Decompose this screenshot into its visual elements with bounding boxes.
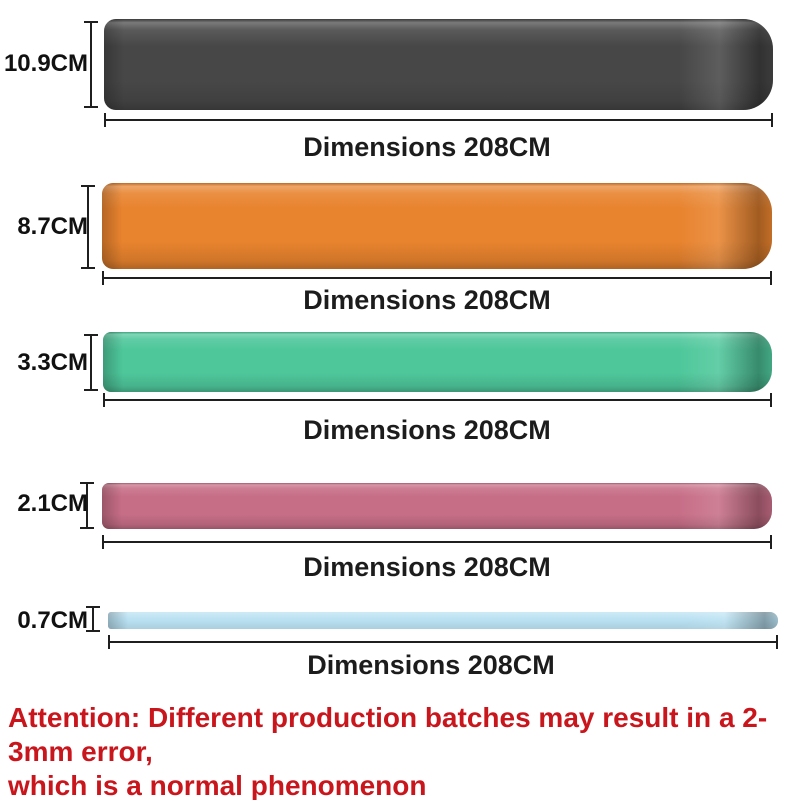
band-length-label: Dimensions 208CM xyxy=(303,132,551,162)
measure-tick xyxy=(770,393,772,407)
measure-tick xyxy=(84,106,98,108)
measure-tick xyxy=(770,271,772,285)
measure-tick xyxy=(102,535,104,549)
height-measure-line xyxy=(86,606,100,632)
resistance-band-green xyxy=(103,332,772,392)
length-measure-line xyxy=(108,635,778,649)
measure-line xyxy=(92,606,94,632)
resistance-band-orange xyxy=(102,183,772,269)
measure-tick xyxy=(80,527,94,529)
band-height-label: 8.7CM xyxy=(17,213,88,240)
measure-tick xyxy=(770,535,772,549)
height-measure-line xyxy=(80,482,94,529)
band-height-label: 0.7CM xyxy=(17,607,88,634)
measure-tick xyxy=(84,389,98,391)
band-height-label: 10.9CM xyxy=(3,50,88,77)
measure-line xyxy=(90,334,92,391)
band-height-label: 3.3CM xyxy=(17,349,88,376)
resistance-band-blue xyxy=(108,612,778,629)
measure-tick xyxy=(108,635,110,649)
height-measure-line xyxy=(84,334,98,391)
band-length-label: Dimensions 208CM xyxy=(303,285,551,315)
measure-tick xyxy=(776,635,778,649)
measure-line xyxy=(86,482,88,529)
attention-note: Attention: Different production batches … xyxy=(8,701,794,800)
band-length-label: Dimensions 208CM xyxy=(303,415,551,445)
measure-line xyxy=(87,185,89,269)
measure-line xyxy=(90,21,92,108)
band-length-label: Dimensions 208CM xyxy=(307,650,555,680)
height-measure-line xyxy=(81,185,95,269)
measure-tick xyxy=(86,630,100,632)
measure-tick xyxy=(102,271,104,285)
length-measure-line xyxy=(102,535,772,549)
band-length-label: Dimensions 208CM xyxy=(303,552,551,582)
measure-tick xyxy=(81,267,95,269)
length-measure-line xyxy=(104,113,773,127)
height-measure-line xyxy=(84,21,98,108)
band-height-label: 2.1CM xyxy=(17,490,88,517)
attention-line-2: which is a normal phenomenon xyxy=(8,770,427,800)
measure-tick xyxy=(104,113,106,127)
resistance-band-black xyxy=(104,19,773,110)
length-measure-line xyxy=(102,271,772,285)
measure-tick xyxy=(771,113,773,127)
resistance-band-pink xyxy=(102,483,772,529)
attention-line-1: Attention: Different production batches … xyxy=(8,702,768,767)
length-measure-line xyxy=(103,393,772,407)
measure-tick xyxy=(103,393,105,407)
